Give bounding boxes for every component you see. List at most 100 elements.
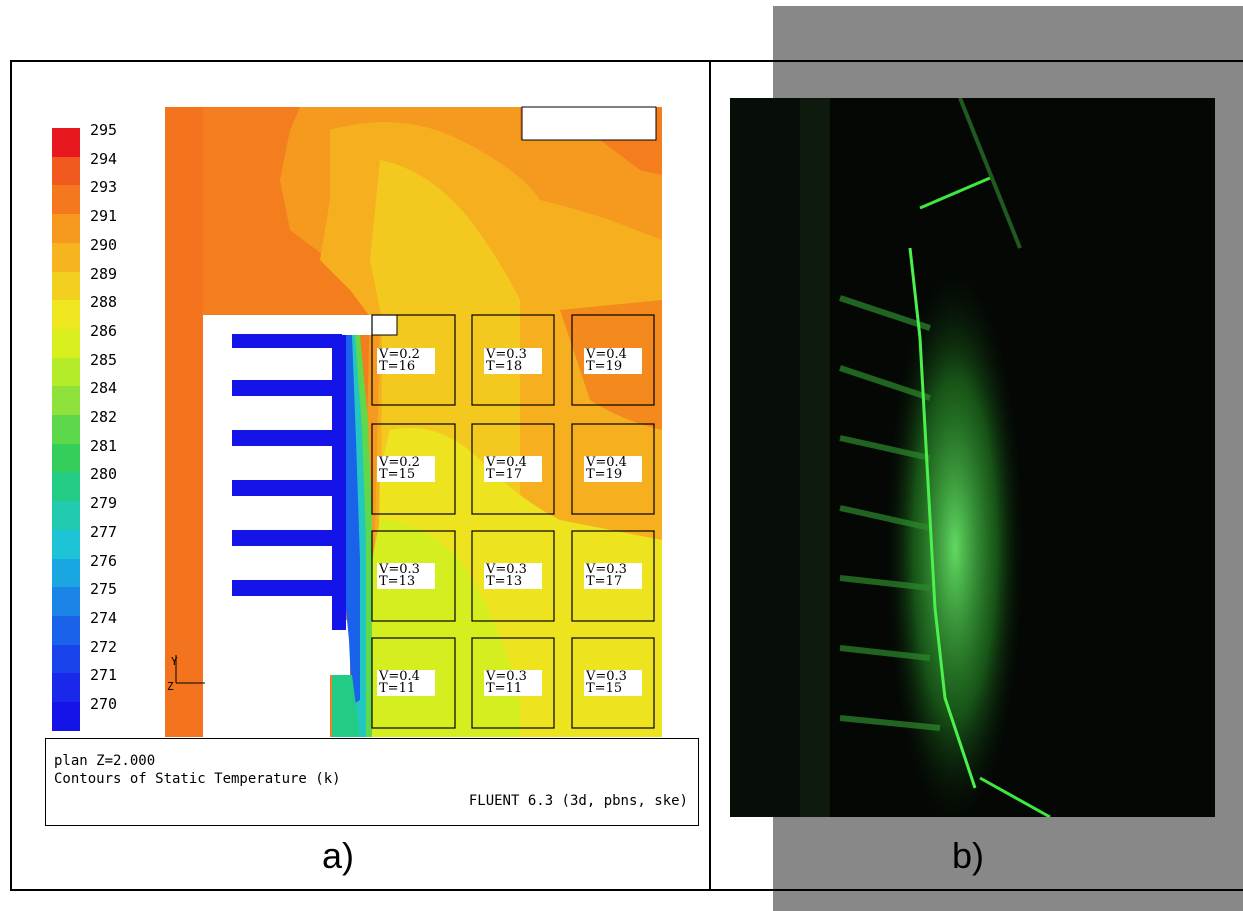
cell-label: V=0.3 T=18 [484, 348, 542, 374]
legend-value: 275 [90, 580, 118, 599]
laser-beam-top [919, 176, 991, 210]
legend-value: 271 [90, 666, 118, 685]
legend-value: 289 [90, 264, 118, 283]
legend-swatch [52, 271, 80, 301]
cell-label: V=0.3 T=13 [484, 563, 542, 589]
legend-value: 279 [90, 494, 118, 513]
laser-beam-bottom [979, 776, 1051, 817]
plane-label: plan Z=2.000 [54, 753, 156, 769]
legend-swatch [52, 357, 80, 387]
contour-left-column [165, 107, 203, 737]
laser-sheet-photo [730, 98, 1215, 817]
legend-value: 274 [90, 608, 118, 627]
cell-label: V=0.4 T=19 [584, 348, 642, 374]
plot-info-box: plan Z=2.000 Contours of Static Temperat… [45, 738, 699, 826]
cell-velocity: V=0.4 [379, 669, 420, 684]
legend-value: 294 [90, 149, 118, 168]
cell-label: V=0.2 T=16 [377, 348, 435, 374]
cell-velocity: V=0.3 [586, 562, 627, 577]
legend-swatch [52, 615, 80, 645]
cell-temperature: T=15 [379, 467, 416, 482]
cell-velocity: V=0.3 [586, 669, 627, 684]
cell-temperature: T=13 [379, 574, 416, 589]
top-right-vent [521, 106, 657, 141]
cell-label: V=0.4 T=17 [484, 456, 542, 482]
panel-a-label: a) [322, 835, 355, 876]
panel-divider [709, 60, 711, 889]
legend-swatch [52, 300, 80, 330]
figure-frame [10, 60, 1243, 891]
legend-value: 286 [90, 321, 118, 340]
cell-velocity: V=0.3 [486, 347, 527, 362]
legend-swatch [52, 328, 80, 358]
legend-value: 295 [90, 121, 118, 139]
legend-swatch [52, 472, 80, 502]
cell-temperature: T=19 [586, 467, 623, 482]
cell-label: V=0.3 T=11 [484, 670, 542, 696]
cell-temperature: T=15 [586, 681, 623, 696]
cell-velocity: V=0.2 [379, 347, 420, 362]
cell-temperature: T=18 [486, 359, 523, 374]
rack-shelves [839, 295, 941, 731]
cell-velocity: V=0.3 [486, 562, 527, 577]
legend-value: 277 [90, 522, 118, 541]
cell-label: V=0.3 T=13 [377, 563, 435, 589]
legend-value: 290 [90, 235, 118, 254]
legend-swatch [52, 501, 80, 531]
cell-velocity: V=0.2 [379, 455, 420, 470]
rack-edge [332, 335, 346, 630]
legend-value: 285 [90, 350, 118, 369]
cold-plume-base [332, 675, 360, 737]
legend-swatch [52, 558, 80, 588]
legend-value: 288 [90, 293, 118, 312]
laser-plume-glow [885, 268, 1025, 817]
legend-swatch [52, 587, 80, 617]
shelf-6 [232, 580, 342, 596]
legend-swatch [52, 242, 80, 272]
cell-temperature: T=17 [586, 574, 623, 589]
shelf-2 [232, 380, 342, 396]
legend-value: 282 [90, 408, 118, 426]
legend-swatch [52, 415, 80, 444]
cell-temperature: T=16 [379, 359, 416, 374]
axis-triad [175, 655, 205, 684]
legend-swatch [52, 673, 80, 703]
legend-value: 272 [90, 637, 118, 656]
cell-velocity: V=0.3 [379, 562, 420, 577]
cell-label: V=0.4 T=19 [584, 456, 642, 482]
legend-value: 270 [90, 695, 118, 713]
cell-temperature: T=19 [586, 359, 623, 374]
temperature-contour-plot: Y Z [165, 106, 662, 737]
legend-value: 284 [90, 379, 118, 398]
axis-y-label: Y [171, 655, 178, 668]
legend-swatch [52, 386, 80, 416]
cell-temperature: T=17 [486, 467, 523, 482]
panel-b-label: b) [952, 835, 985, 876]
legend-value: 291 [90, 207, 118, 226]
shelf-1 [232, 334, 342, 348]
legend-swatch [52, 529, 80, 559]
measurement-grid [371, 314, 655, 729]
cold-plume-core [345, 335, 360, 705]
legend-value: 276 [90, 551, 118, 570]
shelf-4 [232, 480, 342, 496]
cell-velocity: V=0.3 [486, 669, 527, 684]
shelf-5 [232, 530, 342, 546]
ceiling-vent [371, 314, 398, 336]
shelf-3 [232, 430, 342, 446]
cell-temperature: T=13 [486, 574, 523, 589]
legend-swatch [52, 443, 80, 473]
rack-obstruction [203, 315, 372, 737]
cell-velocity: V=0.4 [486, 455, 527, 470]
solver-label: FLUENT 6.3 (3d, pbns, ske) [468, 793, 688, 809]
cell-label: V=0.3 T=15 [584, 670, 642, 696]
legend-value: 280 [90, 465, 118, 484]
photo-drawing [730, 98, 1215, 817]
cell-label: V=0.3 T=17 [584, 563, 642, 589]
laser-edge [908, 247, 977, 789]
axis-z-label: Z [167, 680, 174, 693]
legend-value: 293 [90, 178, 118, 197]
cell-velocity: V=0.4 [586, 347, 627, 362]
legend-swatch [52, 214, 80, 244]
cell-label: V=0.4 T=11 [377, 670, 435, 696]
